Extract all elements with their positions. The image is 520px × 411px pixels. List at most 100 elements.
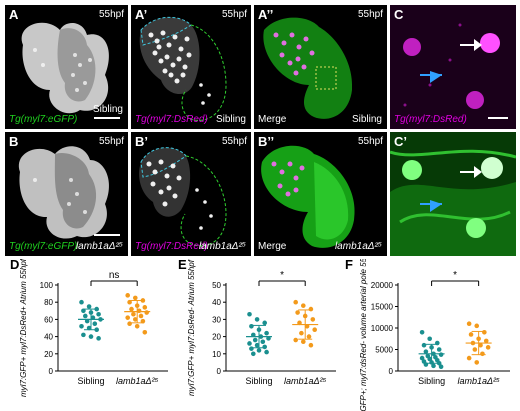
transgene-label: Tg(myl7:DsRed) (135, 114, 208, 125)
x-tick-label: Sibling (418, 376, 445, 386)
data-point (312, 327, 318, 333)
y-tick-label: 40 (44, 333, 53, 342)
transgene-label: Tg(myl7:eGFP) (9, 114, 78, 125)
data-point (133, 295, 138, 301)
data-point (308, 306, 314, 312)
data-point (125, 293, 130, 298)
data-point (466, 355, 472, 361)
data-point (86, 304, 92, 309)
condition-label: Sibling (215, 114, 246, 125)
data-point (142, 330, 148, 335)
panel-label: C’ (394, 134, 407, 149)
data-point (436, 347, 442, 352)
data-point (249, 323, 254, 329)
data-point (419, 355, 425, 361)
data-point (427, 356, 433, 362)
data-point (293, 299, 299, 305)
timepoint-label: 55hpf (221, 9, 247, 20)
data-point (468, 332, 474, 337)
panel-label: B’’ (258, 134, 275, 149)
data-point (86, 325, 92, 331)
panel-b-double-prime: B’’ 55hpf Merge lamb1aΔ²⁵ (254, 132, 387, 256)
data-point (485, 345, 491, 350)
y-axis-label: myl7:GFP+; myl7:dsRed- volume arterial p… (359, 259, 368, 411)
condition-label: lamb1aΔ²⁵ (334, 241, 382, 252)
y-tick-label: 60 (44, 315, 53, 324)
data-point (254, 317, 260, 322)
y-tick-label: 80 (44, 298, 53, 307)
data-point (260, 339, 266, 345)
transgene-label: Tg(myl7:DsRed) (394, 114, 467, 125)
panel-label: A’ (135, 7, 148, 22)
data-point (262, 320, 268, 326)
data-point (142, 305, 148, 310)
panel-b-prime: B’ 55hpf Tg(myl7:DsRed) lamb1aΔ²⁵ (131, 132, 251, 256)
panel-c: C Tg(myl7:DsRed) (390, 5, 516, 129)
panel-b-double-prime-image (261, 145, 355, 248)
panel-c-prime: C’ (390, 132, 516, 256)
data-point (436, 360, 442, 366)
panel-label: B (9, 134, 19, 149)
data-point (81, 308, 86, 314)
panel-c-prime-image (390, 149, 516, 256)
panel-a: A 55hpf Tg(myl7:eGFP) Sibling (5, 5, 128, 129)
significance-label: ns (109, 270, 120, 281)
data-point (96, 336, 101, 341)
data-point (79, 323, 84, 329)
panel-b: B 55hpf Tg(myl7:eGFP) lamb1aΔ²⁵ (5, 132, 128, 256)
data-point (308, 342, 314, 348)
data-point (427, 336, 433, 342)
data-point (472, 347, 478, 352)
y-tick-label: 20 (212, 333, 221, 342)
y-tick-label: 0 (217, 367, 222, 376)
data-point (262, 344, 268, 350)
panel-a-prime-image (139, 16, 227, 121)
y-tick-label: 40 (212, 298, 221, 307)
y-tick-label: 15000 (371, 303, 394, 312)
y-tick-label: 5000 (375, 346, 393, 355)
x-tick-label: Sibling (245, 376, 272, 386)
y-tick-label: 100 (40, 281, 54, 290)
data-point (419, 330, 425, 335)
data-point (81, 332, 86, 338)
timepoint-label: 55hpf (98, 136, 124, 147)
data-point (247, 311, 252, 317)
data-point (301, 339, 306, 345)
data-point (88, 334, 94, 339)
data-point (310, 317, 316, 322)
data-point (478, 342, 483, 348)
data-point (256, 348, 262, 353)
panel-label: B’ (135, 134, 148, 149)
data-point (482, 330, 487, 335)
data-point (252, 337, 258, 343)
significance-label: * (453, 270, 457, 281)
data-point (438, 364, 444, 369)
chart-panel-label: E (178, 259, 187, 272)
data-point (131, 311, 136, 317)
data-point (480, 351, 485, 357)
panel-a-double-prime-image (263, 17, 353, 119)
timepoint-label: 55hpf (98, 9, 124, 20)
timepoint-label: 55hpf (357, 136, 383, 147)
y-tick-label: 30 (212, 315, 221, 324)
panel-a-prime: A’ 55hpf Tg(myl7:DsRed) Sibling (131, 5, 251, 129)
y-tick-label: 50 (212, 281, 221, 290)
transgene-label: Tg(myl7:eGFP) (9, 241, 78, 252)
panel-label: A’’ (258, 7, 274, 22)
condition-label: lamb1aΔ²⁵ (75, 241, 123, 252)
condition-label: lamb1aΔ²⁵ (198, 241, 246, 252)
data-point (431, 363, 436, 369)
panel-b-image (18, 146, 110, 239)
data-point (474, 360, 480, 365)
data-point (306, 334, 312, 339)
data-point (92, 321, 98, 326)
merge-label: Merge (258, 241, 287, 252)
y-axis-label: myl7:GFP+ myl7:DsRed- Atrium 55hpf (187, 259, 196, 396)
data-point (474, 323, 480, 329)
significance-label: * (280, 270, 284, 281)
panel-b-prime-image (139, 147, 227, 247)
transgene-label: Tg(myl7:DsRed) (135, 241, 208, 252)
data-point (249, 346, 254, 351)
data-point (254, 342, 260, 348)
